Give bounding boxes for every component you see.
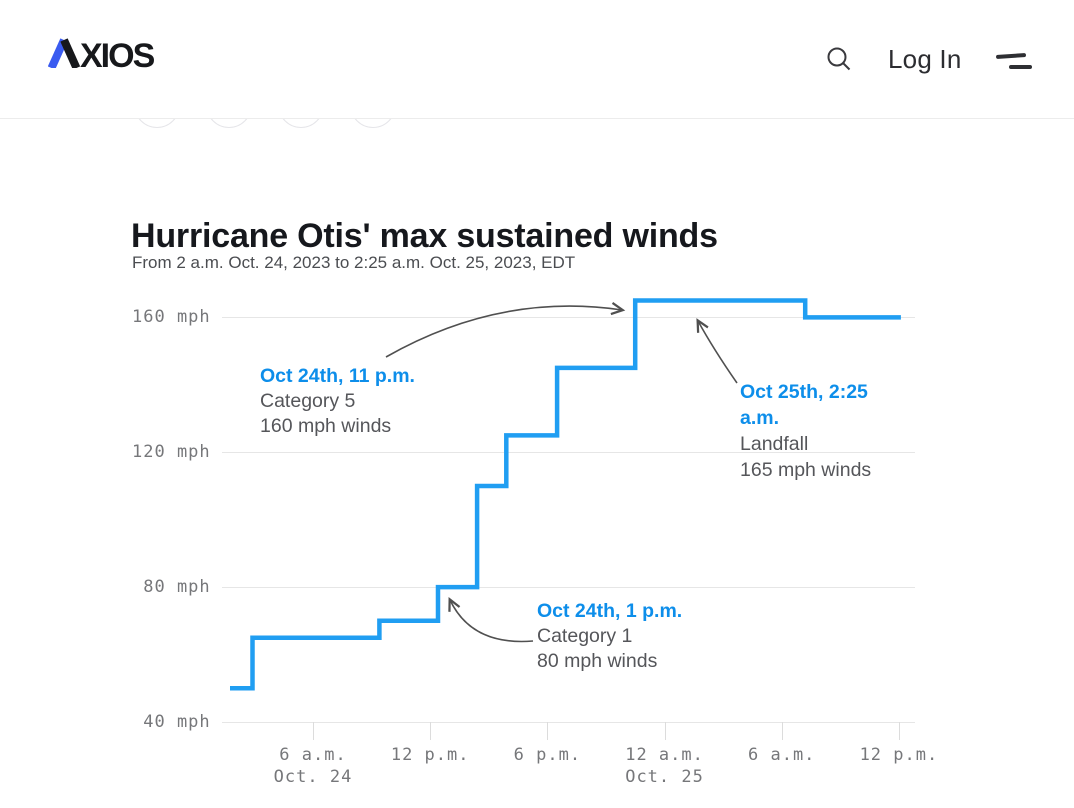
search-button[interactable] <box>822 42 856 76</box>
x-axis-tick <box>313 722 314 740</box>
menu-button[interactable] <box>992 46 1036 78</box>
annotation-time: Oct 24th, 1 p.m. <box>537 600 683 622</box>
x-axis-tick <box>898 722 900 740</box>
y-axis-label: 80 mph <box>132 577 211 598</box>
x-axis-label: 12 a.m. <box>625 745 704 765</box>
annotation-text: Landfall <box>740 433 809 455</box>
x-axis-tick <box>664 722 666 740</box>
axios-logo-icon: XIOS <box>47 37 157 75</box>
y-axis-label: 120 mph <box>132 442 211 463</box>
x-axis-tick <box>430 722 432 740</box>
x-axis-label: 12 p.m. <box>859 745 939 765</box>
menu-icon <box>995 52 1027 59</box>
annotation-category5: Oct 24th, 11 p.m. Category 5 160 mph win… <box>260 364 415 439</box>
annotation-time: Oct 25th, 2:25 a.m. <box>740 381 868 429</box>
annotation-text: Category 1 <box>537 625 633 647</box>
annotation-text: Category 5 <box>260 390 356 412</box>
y-gridline <box>222 587 915 589</box>
x-axis-date-label: Oct. 25 <box>625 767 704 787</box>
axios-logo[interactable]: XIOS <box>47 37 162 75</box>
annotation-text: 160 mph winds <box>260 415 392 437</box>
page-title: Hurricane Otis' max sustained winds <box>131 216 718 255</box>
x-axis-label: 6 p.m. <box>513 745 582 765</box>
y-axis-label: 40 mph <box>132 712 211 732</box>
menu-icon <box>1009 65 1032 69</box>
search-icon <box>827 47 851 71</box>
login-link[interactable]: Log In <box>888 44 962 74</box>
annotation-text: 165 mph winds <box>740 459 872 481</box>
y-gridline <box>222 317 915 319</box>
x-axis-label: 6 a.m. <box>748 745 816 765</box>
x-axis-label: 12 p.m. <box>390 745 470 765</box>
page-subtitle: From 2 a.m. Oct. 24, 2023 to 2:25 a.m. O… <box>132 253 576 272</box>
y-axis-label: 160 mph <box>132 307 211 328</box>
annotation-landfall: Oct 25th, 2:25 a.m. Landfall 165 mph win… <box>740 379 892 483</box>
x-axis-date-label: Oct. 24 <box>273 767 353 787</box>
site-header: XIOS Log In <box>0 0 1074 119</box>
x-axis-label: 6 a.m. <box>279 745 347 765</box>
y-gridline <box>222 722 915 723</box>
annotation-category1: Oct 24th, 1 p.m. Category 1 80 mph winds <box>537 599 682 674</box>
x-axis-tick <box>547 722 549 740</box>
annotation-time: Oct 24th, 11 p.m. <box>260 365 415 387</box>
svg-text:XIOS: XIOS <box>80 38 155 68</box>
annotation-text: 80 mph winds <box>537 650 658 672</box>
x-axis-tick <box>781 722 783 740</box>
